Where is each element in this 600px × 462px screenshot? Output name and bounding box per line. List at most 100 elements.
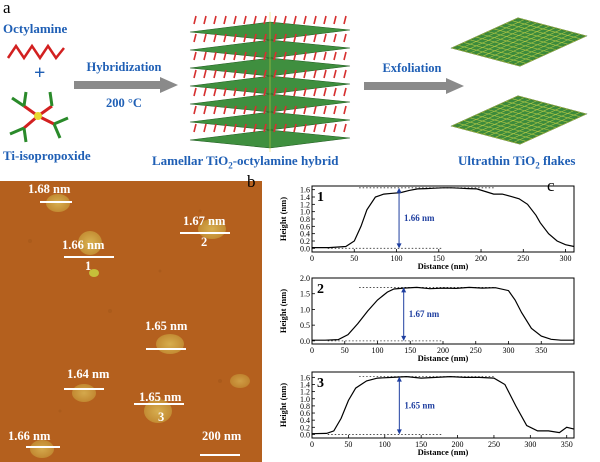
x-tick-label: 0 bbox=[310, 254, 314, 263]
height-profile-line bbox=[311, 375, 575, 435]
y-tick-label: 2.0 bbox=[300, 274, 310, 283]
height-arrow-head-top bbox=[396, 376, 402, 382]
plot-frame bbox=[311, 371, 575, 439]
y-tick-label: 1.5 bbox=[300, 290, 310, 299]
height-annotation: 1.65 nm bbox=[404, 401, 435, 411]
x-tick-label: 150 bbox=[415, 440, 427, 449]
x-tick-label: 0 bbox=[310, 440, 314, 449]
height-profile-charts: 0 50 100 150 200 250 3000.00.20.40.60.81.01.21… bbox=[278, 185, 575, 457]
afm-label-flake-3: 1.65 nm bbox=[139, 390, 182, 404]
profile-number: 1 bbox=[317, 190, 324, 205]
y-tick-label: 1.6 bbox=[300, 373, 310, 382]
profile-chart-2: 0 50 100 150 200 250 300 350 0.0 0.5 1.0 1.5 2.0 Dist… bbox=[278, 274, 575, 363]
height-annotation: 1.67 nm bbox=[409, 309, 440, 319]
exfoliation-arrow bbox=[364, 78, 464, 94]
y-tick-label: 1.2 bbox=[300, 388, 310, 397]
scale-bar-label: 200 nm bbox=[202, 429, 242, 443]
lamellar-hybrid-structure bbox=[189, 12, 351, 152]
x-tick-label: 250 bbox=[470, 346, 482, 355]
height-arrow-head-bottom bbox=[396, 429, 402, 435]
y-tick-label: 0.4 bbox=[300, 416, 310, 425]
x-tick-label: 250 bbox=[517, 254, 529, 263]
x-tick-label: 150 bbox=[433, 254, 445, 263]
y-tick-label: 0.2 bbox=[300, 423, 310, 432]
afm-number-1: 1 bbox=[85, 259, 92, 273]
x-tick-label: 100 bbox=[372, 346, 384, 355]
y-axis-label: Height (nm) bbox=[278, 197, 288, 241]
x-tick-label: 300 bbox=[524, 440, 536, 449]
y-axis-label: Height (nm) bbox=[278, 289, 288, 333]
x-tick-label: 50 bbox=[341, 346, 349, 355]
ti-isopropoxide-molecule bbox=[9, 91, 69, 143]
y-tick-label: 1.2 bbox=[300, 200, 310, 209]
x-tick-label: 200 bbox=[452, 440, 464, 449]
afm-label-flake-2: 1.67 nm bbox=[183, 214, 226, 228]
x-tick-label: 50 bbox=[344, 440, 352, 449]
afm-label-flake-1: 1.66 nm bbox=[62, 238, 105, 252]
y-tick-label: 0.8 bbox=[300, 402, 310, 411]
x-tick-label: 100 bbox=[391, 254, 403, 263]
afm-label-flake-a: 1.68 nm bbox=[28, 182, 71, 196]
y-tick-label: 0.0 bbox=[300, 337, 310, 346]
tio2-flake-top bbox=[450, 17, 588, 67]
y-tick-label: 0.6 bbox=[300, 409, 310, 418]
ti-isopropoxide-label: Ti-isopropoxide bbox=[3, 148, 91, 163]
height-arrow-head-bottom bbox=[396, 243, 402, 249]
y-tick-label: 1.0 bbox=[300, 305, 310, 314]
plot-frame bbox=[311, 185, 575, 253]
profile-chart-1: 0 50 100 150 200 250 3000.00.20.40.60.81.01.21… bbox=[278, 185, 575, 271]
afm-number-3: 3 bbox=[158, 410, 165, 424]
y-tick-label: 1.0 bbox=[300, 208, 310, 217]
height-profile-line bbox=[312, 187, 575, 249]
x-axis-label: Distance (nm) bbox=[418, 353, 469, 363]
x-tick-label: 300 bbox=[503, 346, 515, 355]
x-axis-label: Distance (nm) bbox=[418, 447, 469, 457]
x-tick-label: 200 bbox=[475, 254, 487, 263]
x-tick-label: 200 bbox=[437, 346, 449, 355]
y-tick-label: 1.4 bbox=[300, 380, 310, 389]
plus-sign: + bbox=[34, 62, 46, 84]
tio2-flake-bottom bbox=[450, 95, 588, 145]
height-profile-line bbox=[312, 286, 574, 341]
afm-label-flake-c: 1.65 nm bbox=[145, 319, 188, 333]
y-tick-label: 0.0 bbox=[300, 430, 310, 439]
x-tick-label: 300 bbox=[560, 254, 572, 263]
afm-image: 1.68 nm 1.67 nm 2 1.66 nm 1 1.65 nm 1.64… bbox=[0, 181, 262, 462]
height-annotation: 1.66 nm bbox=[404, 213, 435, 223]
x-axis-label: Distance (nm) bbox=[418, 261, 469, 271]
y-tick-label: 0.5 bbox=[300, 321, 310, 330]
x-tick-label: 350 bbox=[535, 346, 547, 355]
y-tick-label: 1.6 bbox=[300, 186, 310, 195]
temperature-label: 200 °C bbox=[106, 96, 142, 110]
y-tick-label: 1.0 bbox=[300, 395, 310, 404]
octylamine-label: Octylamine bbox=[3, 21, 68, 36]
exfoliation-label: Exfoliation bbox=[382, 61, 442, 75]
y-tick-label: 0.2 bbox=[300, 237, 310, 246]
height-arrow-head-top bbox=[401, 287, 407, 293]
octylamine-molecule bbox=[6, 43, 65, 61]
x-tick-label: 150 bbox=[404, 346, 416, 355]
afm-number-2: 2 bbox=[201, 235, 208, 249]
profile-chart-3: 0 50 100 150 200 250 300 3500.00.20.40.60.81.01… bbox=[278, 371, 575, 457]
y-tick-label: 1.4 bbox=[300, 193, 310, 202]
x-tick-label: 350 bbox=[561, 440, 573, 449]
lamellar-hybrid-label: Lamellar TiO2-octylamine hybrid bbox=[152, 153, 339, 171]
panel-letter-a: a bbox=[3, 0, 11, 17]
profile-number: 3 bbox=[317, 376, 324, 391]
afm-label-flake-e: 1.66 nm bbox=[8, 429, 51, 443]
hybridization-label: Hybridization bbox=[86, 60, 162, 74]
afm-label-flake-d: 1.64 nm bbox=[67, 367, 110, 381]
y-axis-label: Height (nm) bbox=[278, 383, 288, 427]
ultrathin-flakes-label: Ultrathin TiO2 flakes bbox=[458, 153, 576, 171]
x-tick-label: 50 bbox=[350, 254, 358, 263]
x-tick-label: 250 bbox=[488, 440, 500, 449]
y-tick-label: 0.4 bbox=[300, 230, 310, 239]
x-tick-label: 100 bbox=[379, 440, 391, 449]
y-tick-label: 0.8 bbox=[300, 215, 310, 224]
panel-letter-b: b bbox=[247, 172, 256, 191]
x-tick-label: 0 bbox=[310, 346, 314, 355]
y-tick-label: 0.0 bbox=[300, 244, 310, 253]
y-tick-label: 0.6 bbox=[300, 222, 310, 231]
profile-number: 2 bbox=[317, 282, 324, 297]
height-arrow-head-top bbox=[396, 187, 402, 193]
